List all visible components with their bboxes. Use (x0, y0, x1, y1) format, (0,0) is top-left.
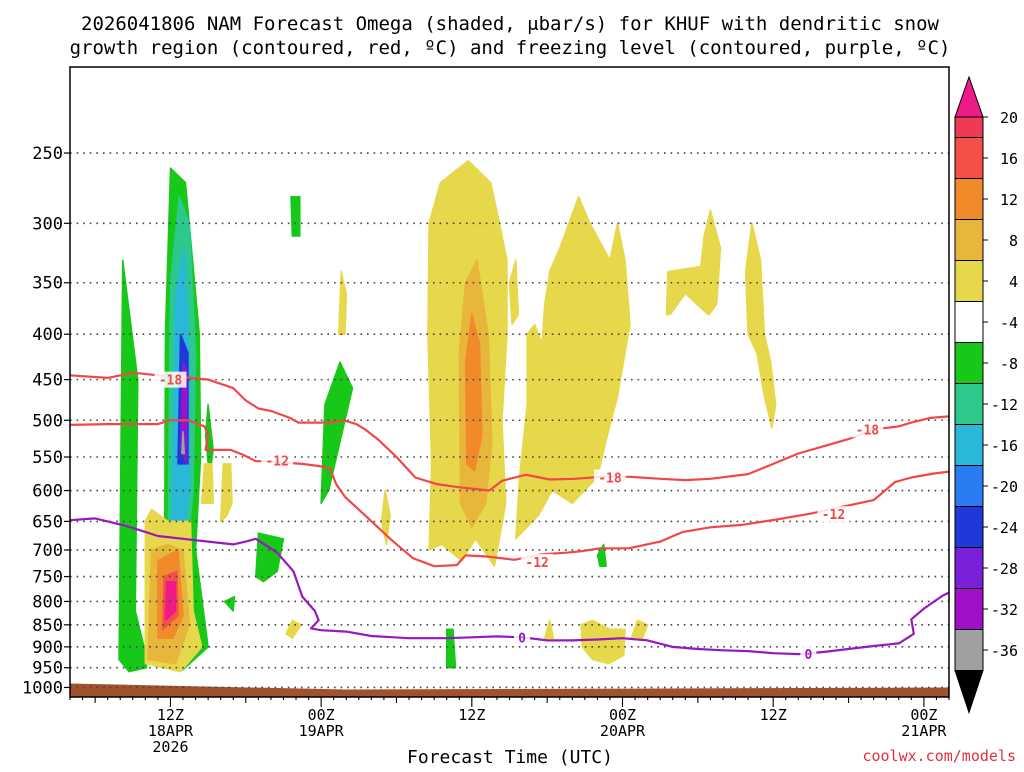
chart-title-line-1: 2026041806 NAM Forecast Omega (shaded, μ… (81, 13, 939, 35)
colorbar-bottom-arrow (955, 671, 983, 713)
contour-label--12: -12 (265, 454, 288, 469)
omega-region-7 (182, 432, 185, 454)
y-tick-label-600: 600 (32, 482, 63, 502)
y-tick-label-500: 500 (32, 411, 63, 431)
y-tick-label-300: 300 (32, 214, 63, 234)
colorbar-swatch-4 (955, 261, 983, 302)
y-tick-label-250: 250 (32, 144, 63, 164)
colorbar-label: -4 (1000, 314, 1018, 332)
y-tick-label-950: 950 (32, 659, 63, 679)
colorbar-top-arrow (955, 77, 983, 117)
omega-region-27 (510, 260, 519, 324)
contour-label--18: -18 (159, 374, 183, 389)
omega-region-25 (286, 620, 301, 638)
colorbar-label: 20 (1000, 109, 1018, 127)
y-tick-label-900: 900 (32, 638, 63, 658)
x-tick-label: 21APR (901, 722, 947, 740)
colorbar-swatch-13 (955, 630, 983, 671)
colorbar-swatch-5 (955, 302, 983, 343)
omega-region-30 (516, 197, 630, 539)
y-tick-label-350: 350 (32, 274, 63, 294)
colorbar-swatch-0 (955, 117, 983, 138)
colorbar: 20 16 12 8 4 -4 -8 -12 -16 -20 -24 -28 -32 -36 (955, 77, 1018, 713)
colorbar-swatch-6 (955, 343, 983, 384)
colorbar-swatch-2 (955, 179, 983, 220)
x-tick-label: 2026 (152, 738, 188, 756)
contour-label--18: -18 (856, 423, 880, 438)
colorbar-swatch-3 (955, 220, 983, 261)
colorbar-swatch-10 (955, 507, 983, 548)
colorbar-label: 12 (1000, 191, 1018, 209)
contour-label-0: 0 (518, 631, 526, 646)
omega-region-0 (119, 260, 147, 672)
y-tick-label-400: 400 (32, 325, 63, 345)
omega-region-35 (631, 620, 647, 638)
x-tick-label: 19APR (299, 722, 345, 740)
colorbar-label: -20 (991, 478, 1018, 496)
contour-label--18: -18 (598, 471, 622, 486)
x-tick-label: 20APR (600, 722, 646, 740)
colorbar-swatch-9 (955, 466, 983, 507)
y-tick-label-550: 550 (32, 448, 63, 468)
colorbar-label: -24 (991, 519, 1018, 537)
x-tick-label: 12Z (458, 706, 485, 724)
contour-label-0: 0 (804, 648, 812, 663)
colorbar-swatch-12 (955, 589, 983, 630)
colorbar-label: 4 (1009, 273, 1018, 291)
omega-region-13 (447, 629, 456, 667)
omega-shading (119, 161, 1024, 672)
colorbar-swatch-1 (955, 138, 983, 179)
contour-label--12: -12 (822, 508, 845, 523)
y-axis: 2503003504004505005506006507007508008509… (22, 144, 70, 698)
y-tick-label-450: 450 (32, 371, 63, 391)
y-tick-label-650: 650 (32, 512, 63, 532)
omega-region-23 (339, 272, 347, 335)
omega-region-12 (225, 597, 235, 611)
omega-region-10 (321, 362, 352, 503)
x-tick-label: 12Z (760, 706, 787, 724)
omega-region-21 (202, 464, 213, 503)
colorbar-label: -16 (991, 437, 1018, 455)
omega-region-9 (291, 197, 300, 236)
x-axis-label: Forecast Time (UTC) (407, 747, 613, 768)
colorbar-label: -28 (991, 560, 1018, 578)
colorbar-swatch-11 (955, 548, 983, 589)
y-tick-label-1000: 1000 (22, 678, 63, 698)
colorbar-label: 16 (1000, 150, 1018, 168)
credit-text: coolwx.com/models (862, 747, 1016, 765)
contour-label--12: -12 (525, 556, 548, 571)
y-tick-label-750: 750 (32, 568, 63, 588)
omega-region-33 (746, 223, 776, 428)
omega-region-36 (545, 620, 554, 638)
colorbar-label: -36 (991, 642, 1018, 660)
colorbar-label: -12 (991, 396, 1018, 414)
colorbar-swatch-8 (955, 425, 983, 466)
colorbar-swatch-7 (955, 384, 983, 425)
omega-region-22 (221, 464, 232, 522)
omega-region-34 (581, 620, 625, 663)
colorbar-label: -8 (1000, 355, 1018, 373)
y-tick-label-850: 850 (32, 616, 63, 636)
y-tick-label-800: 800 (32, 592, 63, 612)
ground-fill (70, 684, 949, 697)
colorbar-label: -32 (991, 601, 1018, 619)
chart-title-line-2: growth region (contoured, red, ºC) and f… (70, 37, 951, 59)
y-tick-label-700: 700 (32, 541, 63, 561)
colorbar-label: 8 (1009, 232, 1018, 250)
ground-layer (70, 684, 949, 697)
